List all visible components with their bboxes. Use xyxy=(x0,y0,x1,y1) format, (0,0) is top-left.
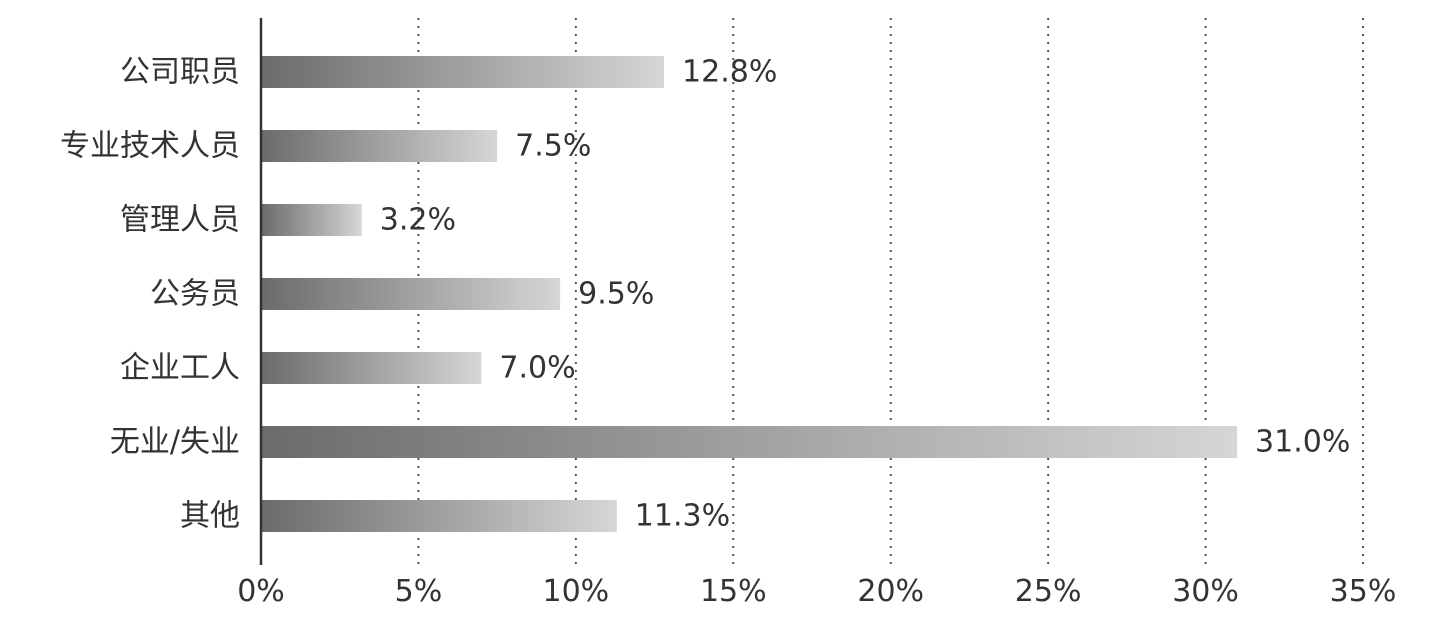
bars xyxy=(261,56,1238,532)
bar xyxy=(261,130,498,162)
value-label: 7.0% xyxy=(499,351,575,386)
category-label: 其他 xyxy=(180,499,240,534)
value-label: 3.2% xyxy=(380,203,456,238)
x-tick-label: 15% xyxy=(700,574,767,609)
value-label: 12.8% xyxy=(682,55,777,90)
x-tick-label: 30% xyxy=(1172,574,1239,609)
x-tick-label: 25% xyxy=(1015,574,1082,609)
category-label: 管理人员 xyxy=(120,203,240,238)
x-tick-labels: 0% 5% 10% 15% 20% 25% 30% 35% xyxy=(237,574,1396,609)
x-tick-label: 20% xyxy=(857,574,924,609)
bar xyxy=(261,426,1238,458)
category-label: 公务员 xyxy=(150,277,240,312)
value-label: 9.5% xyxy=(578,277,654,312)
value-label: 11.3% xyxy=(635,499,730,534)
category-label: 专业技术人员 xyxy=(60,129,240,164)
value-label: 31.0% xyxy=(1255,425,1350,460)
bar xyxy=(261,500,617,532)
category-label: 企业工人 xyxy=(120,351,240,386)
x-tick-label: 35% xyxy=(1330,574,1397,609)
category-label: 无业/失业 xyxy=(110,425,240,460)
x-tick-label: 5% xyxy=(395,574,443,609)
x-tick-label: 10% xyxy=(543,574,610,609)
bar xyxy=(261,56,665,88)
x-tick-label: 0% xyxy=(237,574,285,609)
bar xyxy=(261,278,561,310)
value-label: 7.5% xyxy=(515,129,591,164)
value-labels: 12.8% 7.5% 3.2% 9.5% 7.0% 31.0% 11.3% xyxy=(380,55,1351,534)
category-label: 公司职员 xyxy=(120,55,240,90)
bar xyxy=(261,352,482,384)
bar xyxy=(261,204,362,236)
